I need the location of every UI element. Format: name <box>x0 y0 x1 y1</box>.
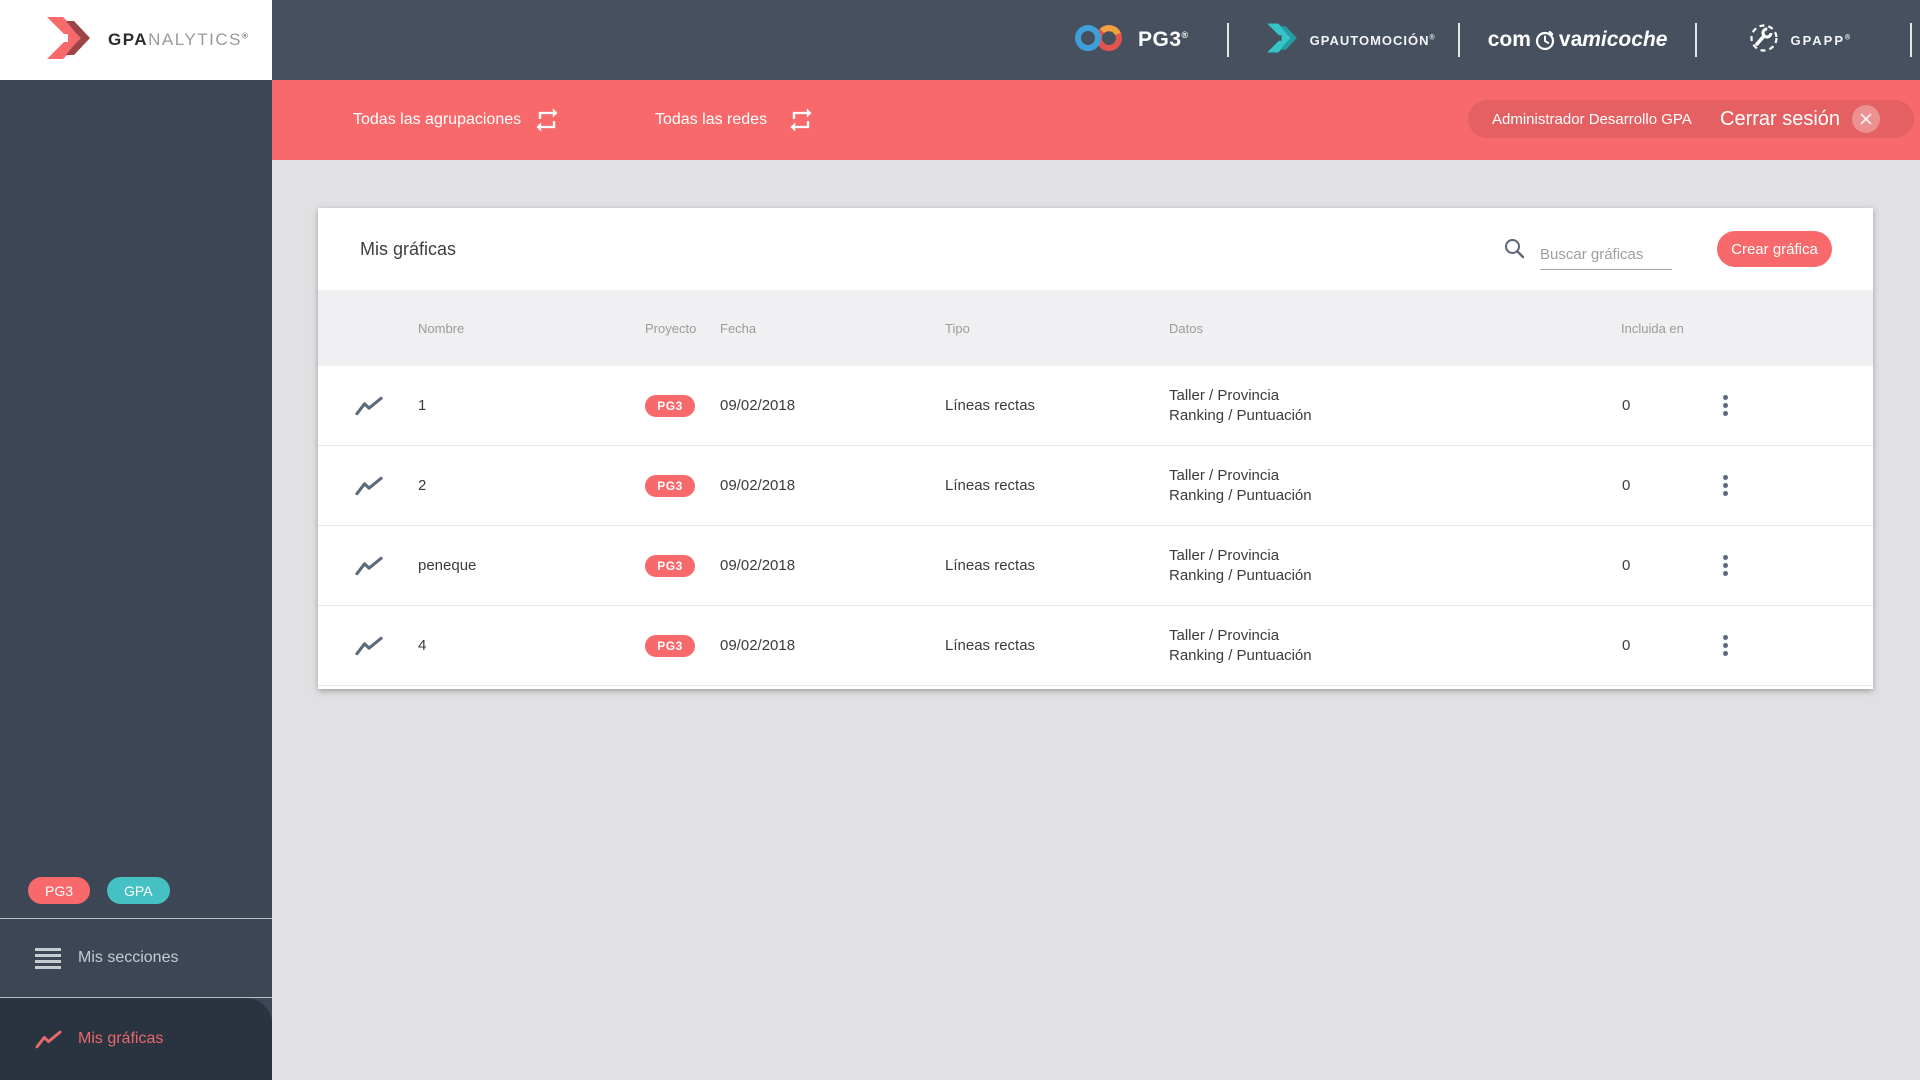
redes-swap-icon[interactable] <box>787 106 815 134</box>
row-menu-cell <box>1717 549 1873 583</box>
chart-date: 09/02/2018 <box>720 637 796 654</box>
line-chart-icon <box>318 475 418 497</box>
more-vertical-icon[interactable] <box>1717 629 1743 663</box>
project-badge: PG3 <box>645 634 695 657</box>
sidebar-divider <box>0 918 272 919</box>
more-vertical-icon[interactable] <box>1717 549 1743 583</box>
sidebar-item-mis-secciones[interactable]: Mis secciones <box>0 919 272 997</box>
chart-name: 1 <box>418 397 427 414</box>
x-circle-icon[interactable] <box>1852 105 1881 133</box>
project-badge: PG3 <box>645 394 695 417</box>
gpa-arrow-icon <box>44 15 96 66</box>
col-header-proyecto: Proyecto <box>645 320 697 336</box>
comprovamicoche-logo[interactable]: com va micoche <box>1487 28 1668 51</box>
page-title: Mis gráficas <box>360 238 457 259</box>
table-row[interactable]: peneque PG3 09/02/2018 Líneas rectas Tal… <box>318 526 1873 606</box>
header-divider <box>1457 23 1460 57</box>
line-chart-icon <box>318 395 418 417</box>
agrupaciones-selector[interactable]: Todas las agrupaciones <box>353 80 521 160</box>
teal-arrow-icon <box>1265 22 1301 59</box>
sidebar: PG3 GPA Mis secciones Mis gráficas <box>0 80 272 1080</box>
infinity-icon <box>1072 21 1128 60</box>
chart-date: 09/02/2018 <box>720 397 796 414</box>
gpa-analytics-wordmark: GPANALYTICS® <box>108 30 250 49</box>
sidebar-item-label: Mis secciones <box>78 949 179 966</box>
more-vertical-icon[interactable] <box>1717 389 1743 423</box>
sidebar-divider <box>0 997 272 998</box>
chart-data-sources: Taller / Provincia Ranking / Puntuación <box>1169 466 1312 504</box>
agrupaciones-swap-icon[interactable] <box>533 106 561 134</box>
card-header: Mis gráficas Crear gráfica <box>318 208 1873 290</box>
create-chart-button[interactable]: Crear gráfica <box>1717 231 1832 267</box>
header-divider <box>1910 23 1913 57</box>
app-header: GPANALYTICS® PG3® GP <box>0 0 1920 80</box>
chart-name: 4 <box>418 637 427 654</box>
sidebar-item-label: Mis gráficas <box>78 1030 164 1047</box>
row-menu-cell <box>1717 629 1873 663</box>
line-chart-icon <box>35 1029 65 1050</box>
col-header-tipo: Tipo <box>945 320 970 336</box>
chart-type: Líneas rectas <box>945 637 1036 654</box>
project-badge: PG3 <box>645 474 695 497</box>
wrench-icon <box>1747 21 1781 60</box>
included-count: 0 <box>1622 557 1631 574</box>
redes-selector[interactable]: Todas las redes <box>655 80 767 160</box>
gpautomocion-logo[interactable]: GPAUTOMOCIÓN® <box>1265 22 1436 59</box>
col-header-fecha: Fecha <box>720 320 757 336</box>
gpapp-logo[interactable]: GPAPP® <box>1747 21 1852 60</box>
table-header-row: Nombre Proyecto Fecha Tipo Datos Incluid… <box>318 290 1873 366</box>
sidebar-badge-gpa[interactable]: GPA <box>107 877 170 904</box>
partner-logos: PG3® GPAUTOMOCIÓN® com <box>1072 0 1920 80</box>
chart-data-sources: Taller / Provincia Ranking / Puntuación <box>1169 546 1312 584</box>
chart-type: Líneas rectas <box>945 477 1036 494</box>
project-badge-cell: PG3 <box>645 394 720 417</box>
project-badge-cell: PG3 <box>645 554 720 577</box>
chart-data-sources: Taller / Provincia Ranking / Puntuación <box>1169 386 1312 424</box>
hamburger-icon <box>35 947 65 969</box>
gpa-analytics-logo[interactable]: GPANALYTICS® <box>0 0 272 80</box>
chart-type: Líneas rectas <box>945 557 1036 574</box>
chart-name: 2 <box>418 477 427 494</box>
chart-date: 09/02/2018 <box>720 557 796 574</box>
search-input[interactable] <box>1540 244 1672 270</box>
line-chart-icon <box>318 635 418 657</box>
included-count: 0 <box>1622 397 1631 414</box>
col-header-nombre: Nombre <box>418 320 465 336</box>
main-content: Mis gráficas Crear gráfica Nombre Proyec… <box>272 160 1920 1080</box>
sidebar-item-mis-graficas[interactable]: Mis gráficas <box>0 998 272 1080</box>
logout-button[interactable]: Cerrar sesión <box>1720 107 1841 130</box>
project-badge: PG3 <box>645 554 695 577</box>
stopwatch-icon <box>1535 31 1554 51</box>
session-pill: Administrador Desarrollo GPA Cerrar sesi… <box>1468 100 1914 138</box>
col-header-incluida: Incluida en <box>1621 320 1684 336</box>
table-row[interactable]: 2 PG3 09/02/2018 Líneas rectas Taller / … <box>318 446 1873 526</box>
table-row[interactable]: 4 PG3 09/02/2018 Líneas rectas Taller / … <box>318 606 1873 686</box>
header-divider <box>1226 23 1229 57</box>
chart-date: 09/02/2018 <box>720 477 796 494</box>
sidebar-badge-pg3[interactable]: PG3 <box>28 877 91 904</box>
charts-card: Mis gráficas Crear gráfica Nombre Proyec… <box>318 208 1873 689</box>
col-header-datos: Datos <box>1169 320 1203 336</box>
header-divider <box>1695 23 1698 57</box>
table-row[interactable]: 1 PG3 09/02/2018 Líneas rectas Taller / … <box>318 366 1873 446</box>
row-menu-cell <box>1717 389 1873 423</box>
pg3-logo[interactable]: PG3® <box>1072 21 1189 60</box>
included-count: 0 <box>1622 637 1631 654</box>
project-badge-cell: PG3 <box>645 474 720 497</box>
search-icon[interactable] <box>1503 237 1527 266</box>
included-count: 0 <box>1622 477 1631 494</box>
row-menu-cell <box>1717 469 1873 503</box>
more-vertical-icon[interactable] <box>1717 469 1743 503</box>
table-body: 1 PG3 09/02/2018 Líneas rectas Taller / … <box>318 366 1873 686</box>
sidebar-badges: PG3 GPA <box>0 877 272 904</box>
agrupaciones-label: Todas las agrupaciones <box>353 111 522 128</box>
admin-user-selector[interactable]: Administrador Desarrollo GPA <box>1492 110 1692 128</box>
redes-label: Todas las redes <box>655 111 768 128</box>
chart-data-sources: Taller / Provincia Ranking / Puntuación <box>1169 626 1312 664</box>
chart-name: peneque <box>418 557 477 574</box>
line-chart-icon <box>318 555 418 577</box>
chart-type: Líneas rectas <box>945 397 1036 414</box>
project-badge-cell: PG3 <box>645 634 720 657</box>
filters-bar: Todas las agrupaciones Todas las redes A… <box>272 80 1920 160</box>
